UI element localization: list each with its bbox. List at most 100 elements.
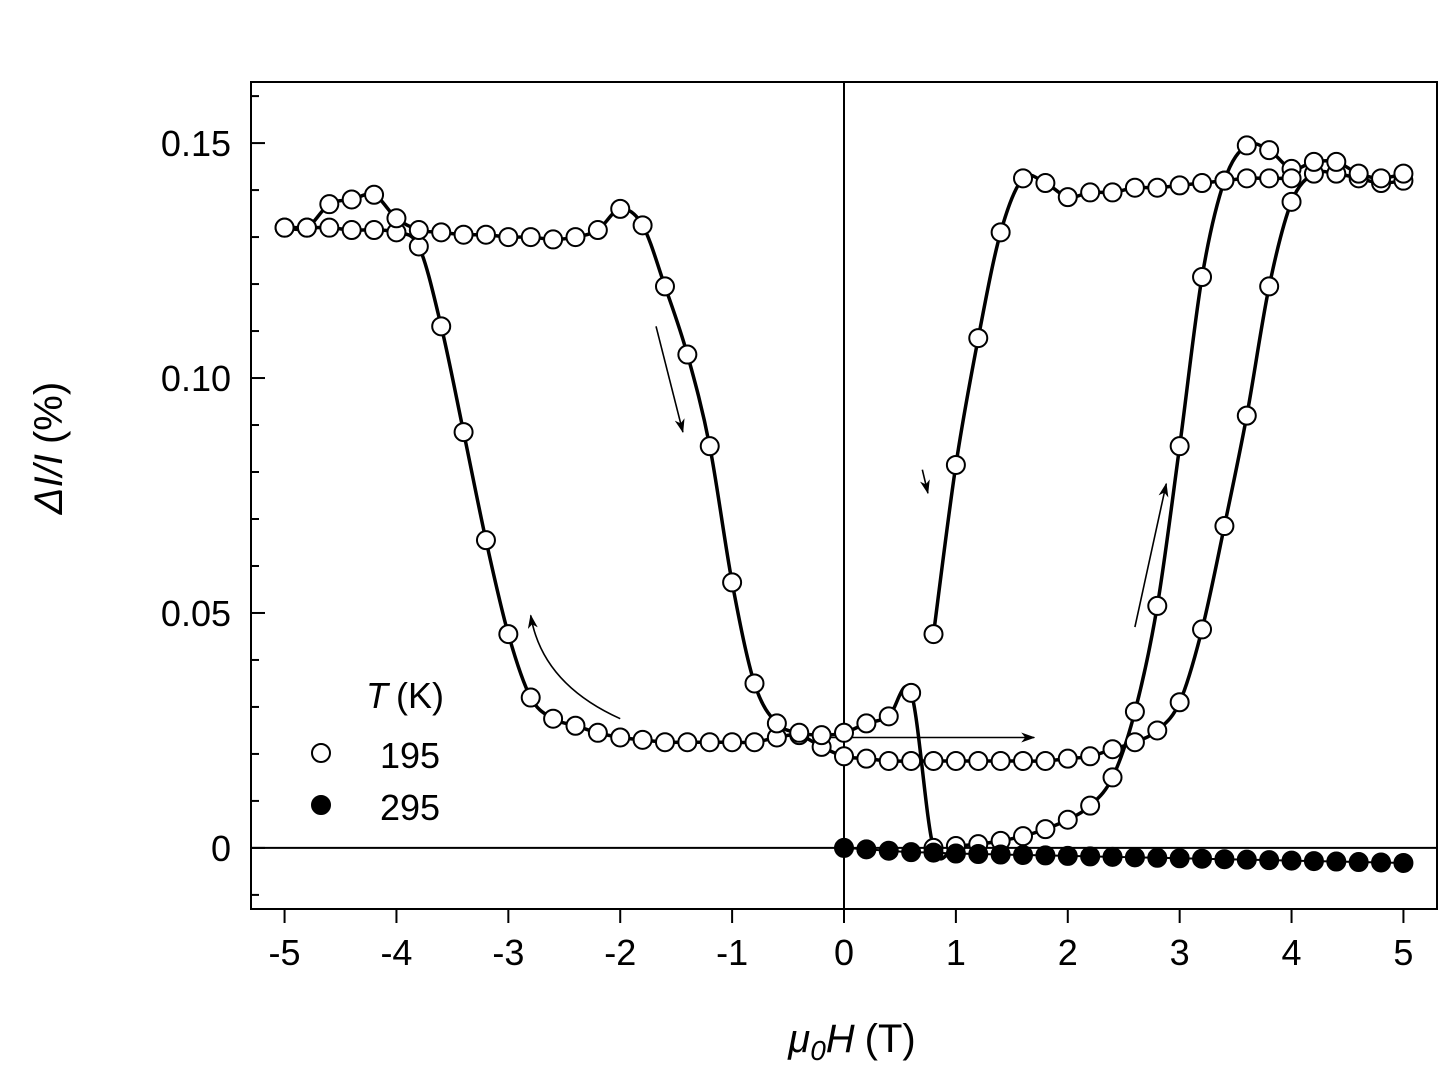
series-295-point <box>1281 850 1302 871</box>
x-tick-label: 1 <box>946 932 966 973</box>
series-195-point <box>364 184 385 205</box>
series-195-point <box>1214 516 1235 537</box>
series-195-point <box>834 722 854 743</box>
y-tick-label: 0.15 <box>161 123 231 164</box>
direction-arrow <box>1134 482 1169 628</box>
series-295-point <box>1371 852 1392 873</box>
x-tick-label: 2 <box>1058 932 1078 973</box>
y-tick-label: 0 <box>211 828 231 869</box>
series-195-point <box>1214 170 1235 191</box>
series-195-point <box>766 713 787 734</box>
series-195-point <box>1013 826 1034 847</box>
series-295-point <box>1102 846 1123 867</box>
series-195-point <box>610 198 631 219</box>
series-195-point <box>945 454 966 475</box>
series-295-point <box>1348 852 1369 873</box>
series-295-point <box>1326 851 1347 872</box>
series-195-point <box>699 436 720 457</box>
series-195-point <box>1013 750 1034 771</box>
series-195-point <box>1035 173 1056 194</box>
series-195-point <box>1169 692 1190 713</box>
series-195-point <box>1124 701 1145 722</box>
series-195-point <box>1303 151 1324 172</box>
series-195-point <box>319 194 340 215</box>
series-195-point <box>498 227 519 248</box>
series-195-point <box>1192 619 1213 640</box>
legend: T (K) 195 295 <box>311 675 444 828</box>
series-195-point <box>789 722 810 743</box>
series-195-point <box>1371 168 1392 189</box>
series-195-point <box>565 227 586 248</box>
series-195-point <box>498 624 519 645</box>
series-195-point <box>632 729 653 750</box>
x-axis-title: μ0H (T) <box>787 1017 915 1066</box>
series-295-point <box>878 840 899 861</box>
series-195-point <box>431 316 452 337</box>
series-195-point <box>1192 173 1213 194</box>
series-195-point <box>1236 135 1257 156</box>
series-195-point <box>364 220 385 241</box>
series-195-point <box>1169 436 1190 457</box>
x-tick-label: -4 <box>380 932 412 973</box>
series-195-point <box>923 750 944 771</box>
series-195-point <box>901 682 922 703</box>
x-tick-label: -2 <box>604 932 636 973</box>
series-195-point <box>1035 750 1056 771</box>
series-195-point <box>945 750 966 771</box>
series-195-point <box>1124 177 1145 198</box>
series-195-point <box>610 727 631 748</box>
series-195-point <box>319 217 340 238</box>
series-195-point <box>1080 795 1101 816</box>
series-295-point <box>1035 845 1056 866</box>
series-195-point <box>543 229 564 250</box>
series-195-point <box>744 732 765 753</box>
series-195-point <box>654 732 675 753</box>
series-295-point <box>1057 845 1078 866</box>
series-195-point <box>1281 168 1302 189</box>
series-195-point <box>1147 595 1168 616</box>
y-axis-title: ΔI/I(%) <box>27 382 71 515</box>
series-195-point <box>722 732 743 753</box>
series-295-point <box>990 844 1011 865</box>
series-295-point <box>1013 844 1034 865</box>
series-195-point <box>699 732 720 753</box>
series-195-point <box>901 750 922 771</box>
series-195-point <box>1393 163 1414 184</box>
series-295-point <box>901 842 922 863</box>
series-195-point <box>856 713 877 734</box>
series-195-point <box>475 224 496 245</box>
x-tick-label: 0 <box>834 932 854 973</box>
series-195-point <box>923 624 944 645</box>
series-195-point <box>1102 739 1123 760</box>
series-295-point <box>1124 847 1145 868</box>
direction-arrow <box>655 326 685 434</box>
legend-label-295: 295 <box>380 787 440 828</box>
series-295-point <box>1393 852 1414 873</box>
series-195-point <box>453 422 474 443</box>
series-195-point <box>744 673 765 694</box>
series-195-point <box>1035 819 1056 840</box>
data-markers <box>274 135 1414 873</box>
series-195-point <box>1080 182 1101 203</box>
series-195-point <box>520 227 541 248</box>
legend-marker-195 <box>311 743 331 763</box>
series-195-point <box>1326 151 1347 172</box>
series-195-point <box>386 208 407 229</box>
series-295-point <box>1236 849 1257 870</box>
series-195-point <box>341 189 362 210</box>
y-tick-label: 0.10 <box>161 358 231 399</box>
series-195-point <box>520 687 541 708</box>
series-195-point <box>565 715 586 736</box>
series-195-point <box>968 328 989 349</box>
series-195-point <box>475 530 496 551</box>
series-195-point <box>1102 182 1123 203</box>
series-195-point <box>1057 748 1078 769</box>
series-195-point <box>677 344 698 365</box>
series-195-point <box>1057 809 1078 830</box>
series-195-point <box>811 725 832 746</box>
series-195-point <box>968 750 989 771</box>
series-195-point <box>654 276 675 297</box>
series-195-point <box>1259 168 1280 189</box>
series-195-point <box>1102 767 1123 788</box>
